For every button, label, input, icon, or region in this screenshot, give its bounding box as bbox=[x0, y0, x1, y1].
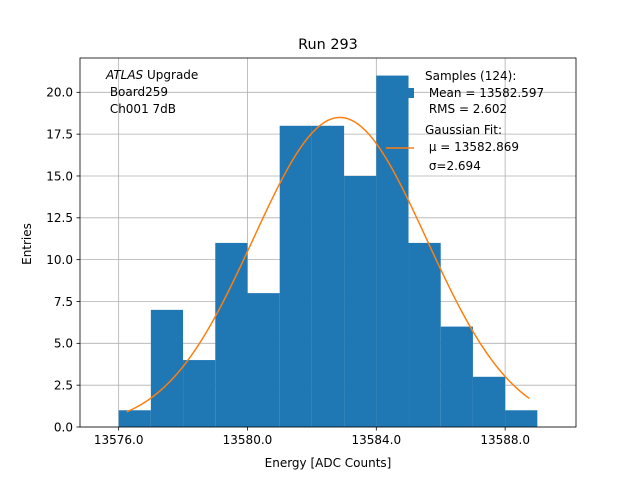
annotation-channel: Ch001 7dB bbox=[106, 102, 176, 116]
histogram-bar bbox=[279, 125, 312, 427]
y-axis-label: Entries bbox=[20, 223, 34, 265]
axes-frame bbox=[79, 57, 577, 428]
annotation-atlas: ATLAS bbox=[105, 68, 144, 82]
annotation-board: Board259 bbox=[106, 85, 168, 99]
svg-text:ATLAS Upgrade: ATLAS Upgrade bbox=[105, 68, 198, 82]
annotation-upgrade: Upgrade bbox=[143, 68, 198, 82]
y-tick-label: 15.0 bbox=[46, 169, 73, 183]
x-tick-label: 13580.0 bbox=[223, 433, 273, 447]
legend-samples-mean: Mean = 13582.597 bbox=[425, 86, 544, 100]
x-axis-label: Energy [ADC Counts] bbox=[265, 456, 392, 470]
y-tick-label: 20.0 bbox=[46, 86, 73, 100]
gaussian-fit-line bbox=[126, 116, 530, 413]
histogram-bar bbox=[408, 242, 441, 427]
y-tick-label: 2.5 bbox=[54, 378, 73, 392]
y-tick-label: 5.0 bbox=[54, 337, 73, 351]
y-tick-label: 12.5 bbox=[46, 211, 73, 225]
legend-fit-sigma: σ=2.694 bbox=[425, 159, 481, 173]
x-tick-label: 13584.0 bbox=[351, 433, 401, 447]
legend-samples-title: Samples (124): bbox=[425, 69, 516, 83]
legend-samples-swatch bbox=[386, 88, 414, 98]
chart-title: Run 293 bbox=[298, 37, 358, 53]
y-tick-label: 10.0 bbox=[46, 253, 73, 267]
plot-area: 13576.0 13580.0 13584.0 13588.0 0.0 2.5 5.0 7.5… bbox=[46, 57, 577, 447]
y-tick-label: 7.5 bbox=[54, 295, 73, 309]
legend-samples-rms: RMS = 2.602 bbox=[425, 102, 507, 116]
legend-fit-mu: μ = 13582.869 bbox=[425, 140, 519, 154]
legend: Samples (124): Mean = 13582.597 RMS = 2.… bbox=[386, 69, 544, 173]
histogram-bar bbox=[472, 376, 506, 427]
histogram-bar bbox=[247, 293, 280, 427]
histogram-bar bbox=[183, 360, 216, 427]
histogram-bar bbox=[311, 125, 345, 427]
histogram-bar bbox=[215, 242, 248, 427]
histogram-bar bbox=[344, 175, 377, 427]
x-tick-label: 13576.0 bbox=[94, 433, 144, 447]
x-tick-label: 13588.0 bbox=[480, 433, 530, 447]
histogram-bar bbox=[376, 75, 409, 428]
run-annotation: ATLAS Upgrade Board259 Ch001 7dB bbox=[105, 68, 198, 116]
y-tick-label: 0.0 bbox=[54, 420, 73, 434]
histogram-bar bbox=[150, 309, 184, 427]
legend-fit-title: Gaussian Fit: bbox=[425, 123, 502, 137]
histogram-bar bbox=[118, 410, 151, 427]
histogram-bar bbox=[505, 410, 538, 427]
histogram-bar bbox=[440, 326, 473, 427]
y-tick-label: 17.5 bbox=[46, 127, 73, 141]
